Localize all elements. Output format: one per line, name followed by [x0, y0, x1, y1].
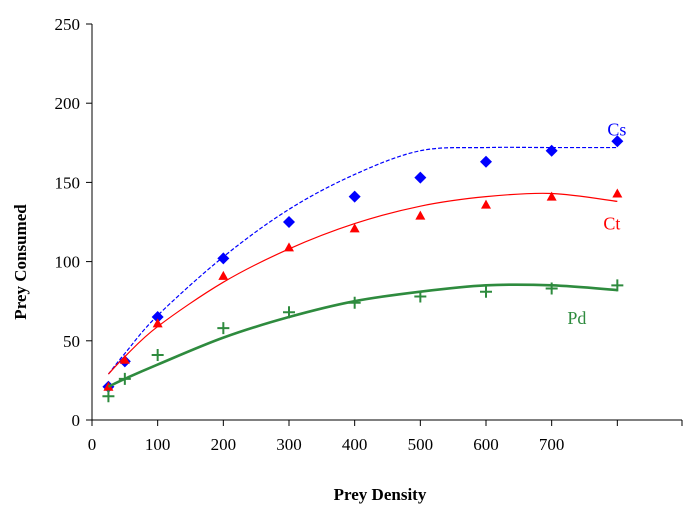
series-ct: Ct: [103, 188, 623, 391]
x-axis-title: Prey Density: [334, 485, 427, 504]
y-tick-label: 0: [72, 411, 81, 430]
x-tick-label: 500: [408, 435, 434, 454]
data-point: [349, 223, 360, 233]
data-point: [151, 311, 164, 324]
y-tick-label: 150: [55, 173, 81, 192]
data-point: [284, 242, 294, 252]
data-point: [217, 322, 230, 335]
data-point: [480, 285, 492, 298]
data-point: [218, 270, 229, 280]
data-point: [611, 279, 624, 292]
axes: 0 50 100 150 200 250 0 100 200 300 400 500 600 700: [55, 15, 683, 454]
x-tick-label: 100: [145, 435, 171, 454]
y-tick-label: 200: [55, 94, 81, 113]
series-cs: Cs: [102, 120, 626, 393]
y-tick-label: 250: [55, 15, 81, 34]
data-point: [348, 190, 361, 203]
series-pd: Pd: [102, 279, 624, 403]
y-axis-title: Prey Consumed: [11, 204, 30, 320]
y-tick-label: 100: [55, 253, 81, 272]
fit-line-cs: [107, 146, 618, 375]
x-tick-label: 700: [539, 435, 565, 454]
x-tick-label: 300: [276, 435, 302, 454]
y-tick-label: 50: [63, 332, 80, 351]
data-point: [414, 290, 427, 303]
series-layer: Cs Ct Pd: [102, 120, 626, 403]
data-point: [545, 282, 558, 295]
fit-line-pd: [107, 283, 618, 388]
x-tick-label: 400: [342, 435, 368, 454]
data-point: [283, 216, 295, 228]
data-point: [152, 318, 163, 328]
series-label-cs: Cs: [607, 120, 626, 140]
data-point: [612, 188, 623, 198]
x-tick-label: 0: [88, 435, 97, 454]
data-point: [348, 296, 361, 309]
data-point: [119, 354, 130, 364]
data-point: [283, 306, 295, 319]
fit-line-ct: [107, 192, 618, 375]
data-point: [118, 372, 131, 385]
data-point: [414, 171, 427, 184]
x-tick-label: 200: [211, 435, 237, 454]
data-point: [545, 144, 558, 157]
data-point: [481, 199, 491, 209]
data-point: [480, 155, 492, 168]
series-label-pd: Pd: [567, 308, 586, 328]
data-point: [102, 390, 115, 403]
data-point: [611, 135, 624, 148]
data-point: [217, 252, 230, 265]
data-point: [546, 191, 557, 201]
data-point: [415, 210, 426, 220]
x-tick-label: 600: [473, 435, 499, 454]
series-label-ct: Ct: [603, 213, 620, 233]
data-point: [151, 349, 164, 362]
